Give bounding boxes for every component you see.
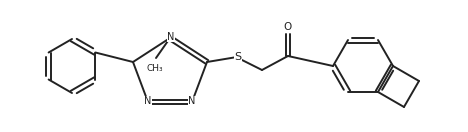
Text: N: N: [188, 96, 196, 106]
Text: CH₃: CH₃: [146, 64, 163, 73]
Text: S: S: [234, 52, 241, 62]
Text: N: N: [144, 96, 152, 106]
Text: N: N: [168, 32, 175, 42]
Text: O: O: [284, 22, 292, 32]
